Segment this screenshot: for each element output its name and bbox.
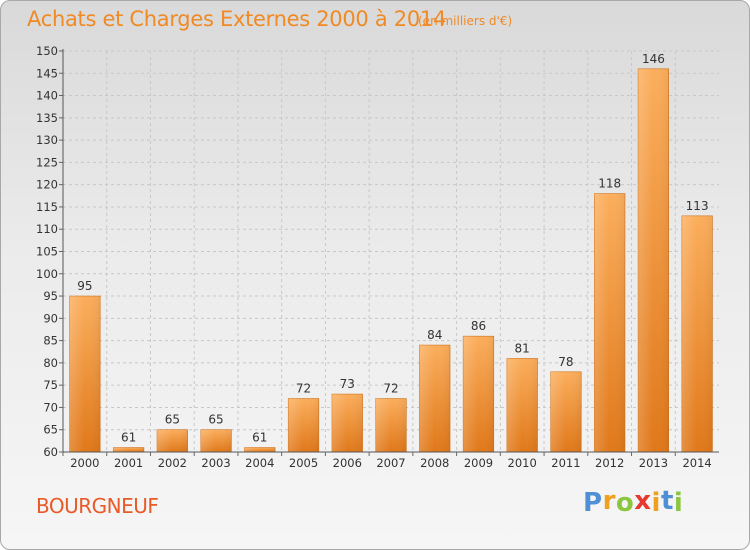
x-tick-label: 2000 bbox=[70, 456, 99, 470]
y-tick-label: 65 bbox=[43, 423, 58, 437]
logo-letter: P bbox=[583, 488, 603, 518]
data-labels: 95 61 65 65 61 72 73 72 84 86 81 78 118 146 113 bbox=[77, 52, 708, 445]
data-label: 61 bbox=[252, 431, 267, 445]
logo-letter: x bbox=[634, 486, 652, 516]
data-label: 84 bbox=[427, 328, 442, 342]
bar-shine bbox=[550, 371, 582, 452]
y-tick-label: 115 bbox=[36, 200, 58, 214]
x-tick-label: 2006 bbox=[333, 456, 362, 470]
bar-shine bbox=[419, 345, 451, 452]
y-tick-label: 150 bbox=[36, 44, 58, 58]
y-tick-label: 140 bbox=[36, 89, 58, 103]
y-tick-label: 60 bbox=[43, 445, 58, 459]
bar-shine bbox=[244, 447, 276, 452]
data-label: 113 bbox=[686, 199, 709, 213]
x-tick-label: 2013 bbox=[639, 456, 668, 470]
x-tick-label: 2002 bbox=[158, 456, 187, 470]
y-tick-label: 145 bbox=[36, 66, 58, 80]
x-tick-label: 2005 bbox=[289, 456, 318, 470]
bar-shine bbox=[594, 193, 625, 453]
data-label: 146 bbox=[642, 52, 665, 66]
y-tick-label: 85 bbox=[43, 334, 58, 348]
y-tick-label: 130 bbox=[36, 133, 58, 147]
logo-letter: i bbox=[673, 488, 684, 518]
x-tick-label: 2001 bbox=[114, 456, 143, 470]
y-tick-label: 125 bbox=[36, 155, 58, 169]
bar-shine bbox=[638, 68, 669, 453]
data-label: 72 bbox=[296, 382, 311, 396]
data-label: 78 bbox=[558, 355, 573, 369]
x-tick-label: 2003 bbox=[201, 456, 230, 470]
x-tick-label: 2014 bbox=[682, 456, 711, 470]
bar-shine bbox=[157, 429, 188, 452]
y-tick-label: 90 bbox=[43, 311, 58, 325]
y-tick-label: 105 bbox=[36, 245, 58, 259]
data-label: 118 bbox=[598, 177, 621, 191]
y-tick-label: 100 bbox=[36, 267, 58, 281]
data-label: 65 bbox=[165, 413, 180, 427]
logo-letter: i bbox=[651, 488, 661, 518]
bar-shine bbox=[463, 336, 494, 452]
bar-shine bbox=[69, 296, 101, 452]
bar-shine bbox=[113, 447, 144, 452]
bar-shine bbox=[506, 358, 538, 452]
logo-letter: o bbox=[615, 488, 635, 518]
proxiti-logo: Proxiti bbox=[583, 486, 684, 518]
logo-letter: r bbox=[602, 486, 616, 516]
y-tick-label: 120 bbox=[36, 178, 58, 192]
logo-letter: t bbox=[660, 486, 674, 516]
bar-shine bbox=[331, 394, 363, 452]
x-tick-label: 2004 bbox=[245, 456, 274, 470]
bar-shine bbox=[288, 398, 319, 452]
y-tick-label: 80 bbox=[43, 356, 58, 370]
axes: 60 65 70 75 80 85 90 95 100 105 110 115 120 125 130 135… bbox=[36, 44, 719, 470]
place-name: BOURGNEUF bbox=[36, 494, 159, 518]
chart-subtitle: (en milliers d'€) bbox=[418, 14, 513, 28]
data-label: 81 bbox=[515, 341, 530, 355]
y-tick-label: 95 bbox=[43, 289, 58, 303]
y-tick-label: 70 bbox=[43, 400, 58, 414]
bar-shine bbox=[681, 215, 713, 452]
chart-title: Achats et Charges Externes 2000 à 2014 bbox=[27, 7, 447, 31]
bar-shine bbox=[375, 398, 407, 452]
data-label: 65 bbox=[208, 413, 223, 427]
x-tick-label: 2008 bbox=[420, 456, 449, 470]
x-tick-label: 2009 bbox=[464, 456, 493, 470]
data-label: 73 bbox=[340, 377, 355, 391]
x-tick-label: 2011 bbox=[551, 456, 580, 470]
y-tick-label: 75 bbox=[43, 378, 58, 392]
x-tick-label: 2007 bbox=[376, 456, 405, 470]
data-label: 86 bbox=[471, 319, 486, 333]
bars bbox=[69, 68, 713, 453]
x-tick-label: 2010 bbox=[508, 456, 537, 470]
bar-shine bbox=[200, 429, 232, 452]
y-tick-label: 135 bbox=[36, 111, 58, 125]
x-tick-label: 2012 bbox=[595, 456, 624, 470]
data-label: 61 bbox=[121, 431, 136, 445]
y-tick-label: 110 bbox=[36, 222, 58, 236]
data-label: 72 bbox=[383, 382, 398, 396]
data-label: 95 bbox=[77, 279, 92, 293]
